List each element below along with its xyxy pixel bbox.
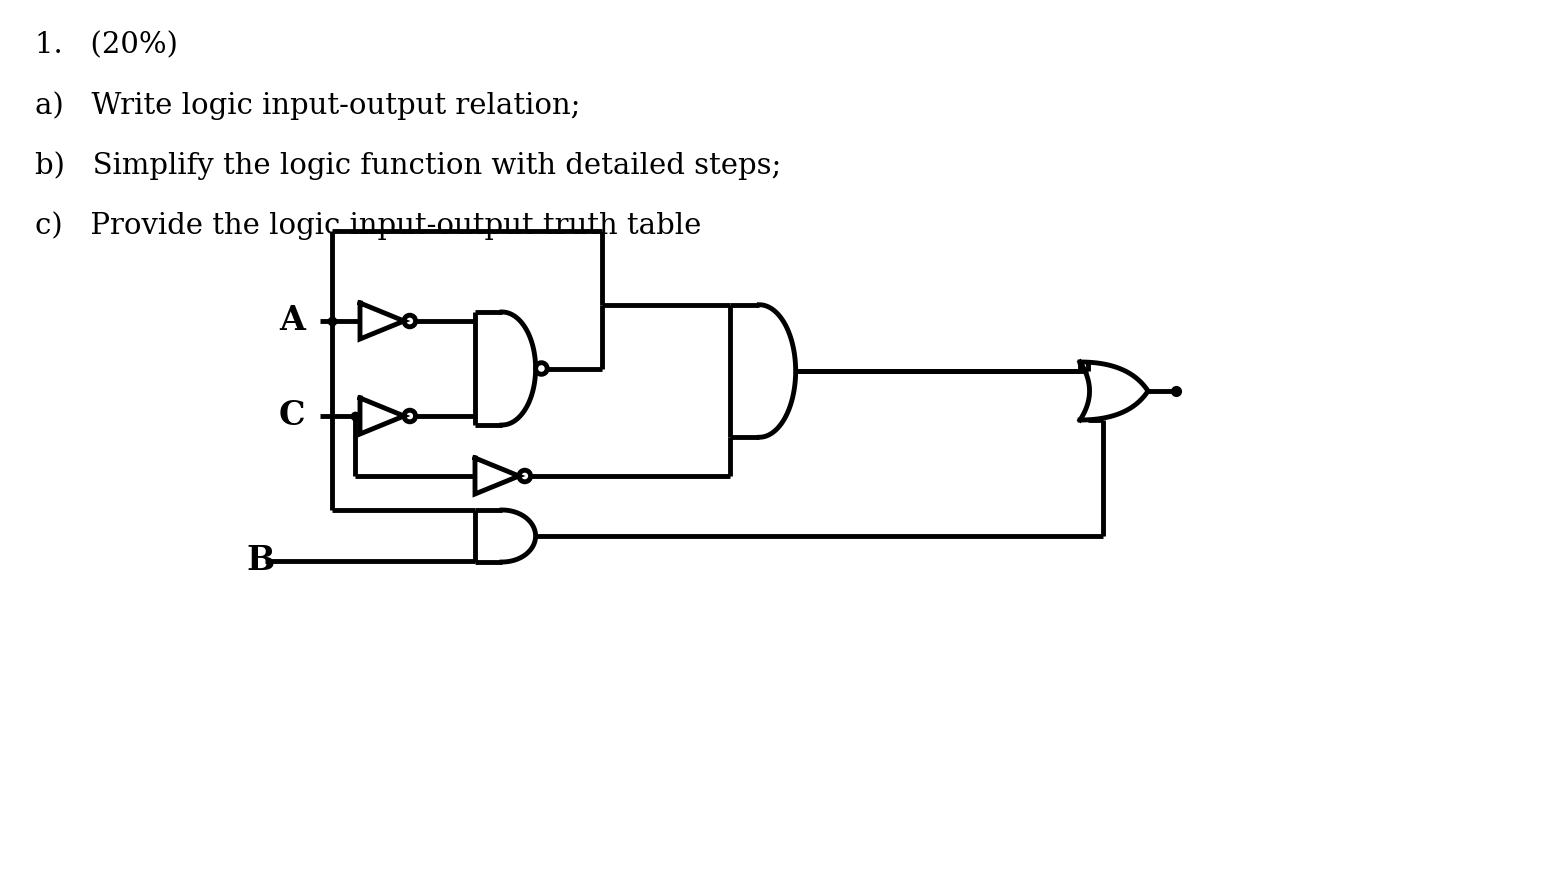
Text: a)   Write logic input-output relation;: a) Write logic input-output relation; [34, 91, 581, 120]
Text: c)   Provide the logic input-output truth table: c) Provide the logic input-output truth … [34, 211, 701, 240]
Text: C: C [279, 399, 305, 433]
Text: A: A [279, 305, 305, 337]
Text: b)   Simplify the logic function with detailed steps;: b) Simplify the logic function with deta… [34, 151, 782, 180]
Text: B: B [246, 544, 276, 578]
Text: 1.   (20%): 1. (20%) [34, 31, 178, 59]
